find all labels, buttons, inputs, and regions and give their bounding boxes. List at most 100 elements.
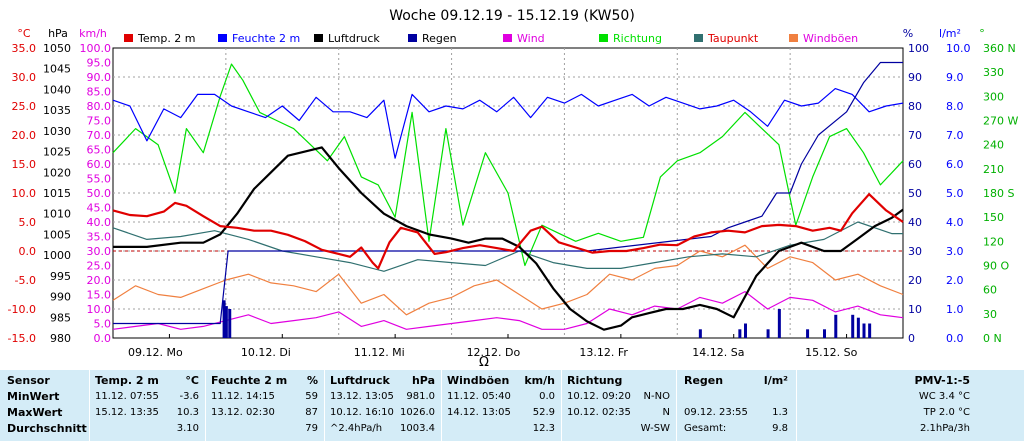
- moon-icon: Ω: [479, 355, 489, 370]
- left-axes: 35.030.025.020.015.010.05.00.0-5.0-10.0-…: [8, 42, 111, 345]
- pct-tick-label: 0: [908, 332, 915, 345]
- hpa-tick-label: 1045: [43, 63, 71, 76]
- pmv-tp: TP 2.0 °C: [923, 407, 970, 418]
- series-line-windboeen: [112, 244, 904, 316]
- dir-tick-label: 30: [983, 308, 997, 321]
- regen-unit-label: l/m²: [763, 374, 788, 387]
- lm2-tick-label: 8.0: [946, 100, 964, 113]
- temp-min-time: 11.12. 07:55: [95, 391, 159, 402]
- hpa-tick-label: 1030: [43, 125, 71, 138]
- rain-bar: [766, 329, 770, 338]
- legend-regen: Regen: [408, 32, 457, 45]
- series-lines: [112, 61, 904, 331]
- legend-temp: Temp. 2 m: [124, 32, 196, 45]
- pct-unit: %: [903, 27, 913, 40]
- dir-tick-label: 300: [983, 90, 1004, 103]
- rain-bar: [851, 314, 855, 338]
- kmh-tick-label: 15.0: [87, 289, 112, 302]
- weather-chart: Woche 09.12.19 - 15.12.19 (KW50) °C hPa …: [8, 8, 1019, 370]
- temp-tick-label: 15.0: [12, 158, 37, 171]
- hpa-tick-label: 1020: [43, 166, 71, 179]
- windboeen-max-time: 14.12. 13:05: [447, 407, 511, 418]
- kmh-tick-label: 80.0: [87, 100, 112, 113]
- richtung-min-time: 10.12. 09:20: [567, 391, 631, 402]
- svg-text:Taupunkt: Taupunkt: [707, 32, 759, 45]
- rain-bar: [222, 300, 226, 338]
- stats-feuchte-col: Feuchte 2 m% 11.12. 14:15 59 13.12. 02:30…: [211, 373, 318, 439]
- kmh-tick-label: 60.0: [87, 158, 112, 171]
- windboeen-min-time: 11.12. 05:40: [447, 391, 511, 402]
- day-labels: 09.12. Mo 10.12. Di 11.12. Mi 12.12. Do 13.1…: [128, 346, 858, 359]
- windboeen-unit-label: km/h: [524, 374, 555, 387]
- hpa-tick-label: 1015: [43, 187, 71, 200]
- dir-tick-label: 210: [983, 163, 1004, 176]
- day-label: 12.12. Do: [467, 346, 521, 359]
- lm2-tick-label: 4.0: [946, 216, 964, 229]
- hpa-tick-label: 1010: [43, 208, 71, 221]
- pct-tick-label: 80: [908, 100, 922, 113]
- feuchte-min-time: 11.12. 14:15: [211, 391, 275, 402]
- series-line-regen: [113, 61, 903, 325]
- pct-tick-label: 60: [908, 158, 922, 171]
- min-label: MinWert: [7, 390, 60, 403]
- kmh-tick-label: 90.0: [87, 71, 112, 84]
- stats-richtung-col: Richtung 10.12. 09:20 N-NO 10.12. 02:35 N …: [567, 373, 670, 439]
- windboeen-min: 0.0: [539, 391, 555, 402]
- stats-pmv-col: PMV-1:-5 WC 3.4 °C TP 2.0 °C 2.1hPa/3h: [804, 373, 970, 439]
- kmh-tick-label: 10.0: [87, 303, 112, 316]
- pct-tick-label: 70: [908, 129, 922, 142]
- deg-unit: °: [979, 27, 985, 40]
- svg-text:Windböen: Windböen: [803, 32, 858, 45]
- kmh-unit: km/h: [79, 27, 107, 40]
- legend-richtung: Richtung: [599, 32, 662, 45]
- temp-tick-label: 30.0: [12, 71, 37, 84]
- temp-avg: 3.10: [176, 423, 199, 434]
- temp-unit: °C: [17, 27, 31, 40]
- regen-max: 1.3: [772, 407, 788, 418]
- rain-bar: [777, 309, 781, 338]
- temp-tick-label: -5.0: [15, 274, 36, 287]
- dir-tick-label: 150: [983, 211, 1004, 224]
- luftdruck-max-time: 10.12. 16:10: [330, 407, 394, 418]
- temp-tick-label: 20.0: [12, 129, 37, 142]
- windboeen-max: 52.9: [532, 407, 555, 418]
- feuchte-header: Feuchte 2 m: [211, 374, 288, 387]
- temp-max: 10.3: [176, 407, 199, 418]
- temp-tick-label: 35.0: [12, 42, 37, 55]
- rain-bar: [834, 314, 838, 338]
- rain-bar: [228, 309, 232, 338]
- windboeen-avg: 12.3: [532, 423, 555, 434]
- kmh-tick-label: 95.0: [87, 57, 112, 70]
- kmh-tick-label: 100.0: [80, 42, 112, 55]
- rain-bars: [222, 300, 872, 338]
- temp-tick-label: 5.0: [19, 216, 37, 229]
- feuchte-min: 59: [305, 391, 318, 402]
- rain-bar: [744, 323, 747, 338]
- luftdruck-header: Luftdruck: [330, 374, 390, 387]
- regen-total-label: Gesamt:: [684, 423, 727, 434]
- series-line-richtung: [112, 63, 904, 267]
- rain-bar: [862, 323, 866, 338]
- luftdruck-min: 981.0: [406, 391, 435, 402]
- regen-max-time: 09.12. 23:55: [684, 407, 748, 418]
- temp-tick-label: 25.0: [12, 100, 37, 113]
- luftdruck-avg: 1003.4: [400, 423, 435, 434]
- stats-sensor-col: Sensor MinWert MaxWert Durchschnitt: [7, 373, 87, 439]
- dir-tick-label: 330: [983, 66, 1004, 79]
- day-label: 09.12. Mo: [128, 346, 183, 359]
- windboeen-header: Windböen: [447, 374, 510, 387]
- feuchte-avg: 79: [305, 423, 318, 434]
- lm2-tick-label: 0.0: [946, 332, 964, 345]
- feuchte-max: 87: [305, 407, 318, 418]
- pct-tick-label: 90: [908, 71, 922, 84]
- dir-tick-label: 360 N: [983, 42, 1016, 55]
- series-line-temp: [112, 193, 904, 270]
- rain-bar: [868, 323, 872, 338]
- avg-label: Durchschnitt: [7, 422, 87, 435]
- kmh-tick-label: 0.0: [94, 332, 112, 345]
- legend-taupunkt: Taupunkt: [694, 32, 759, 45]
- kmh-tick-label: 50.0: [87, 187, 112, 200]
- pmv-header: PMV-1:-5: [914, 374, 970, 387]
- kmh-tick-label: 40.0: [87, 216, 112, 229]
- lm2-tick-label: 7.0: [946, 129, 964, 142]
